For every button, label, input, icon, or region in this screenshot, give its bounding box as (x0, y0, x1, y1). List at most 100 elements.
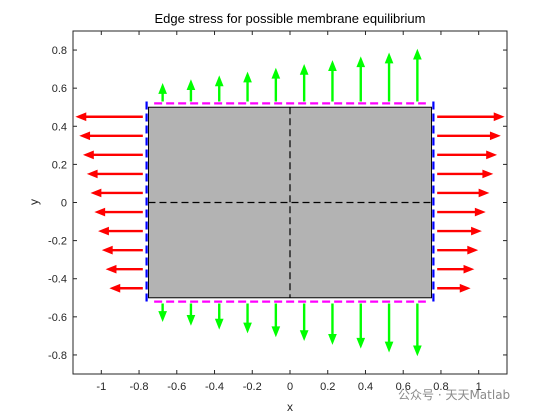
bottom-stress-arrow (158, 303, 167, 322)
top-stress-arrow (384, 52, 394, 102)
left-stress-arrow (90, 188, 143, 198)
left-stress-arrow-head (105, 264, 117, 274)
right-stress-arrow-head (467, 245, 479, 255)
top-stress-arrow-head (384, 52, 394, 64)
right-stress-arrow (437, 188, 490, 198)
chart-title: Edge stress for possible membrane equili… (155, 11, 426, 26)
plot-area (75, 48, 505, 357)
left-stress-arrow (109, 283, 143, 293)
right-stress-arrow-head (493, 112, 505, 122)
right-stress-arrow (437, 207, 486, 217)
left-stress-arrow (101, 245, 143, 255)
axes: -1 -0.8 -0.6 -0.4 -0.2 0 0.2 0.4 0.6 0.8 1 -0.8 -0.6… (48, 30, 508, 393)
right-stress-arrow (437, 283, 471, 293)
x-tick-label: 0.6 (396, 381, 411, 393)
bottom-stress-arrow (214, 303, 224, 330)
bottom-stress-arrow (356, 303, 366, 349)
bottom-stress-arrow-head (299, 330, 309, 342)
x-tick-label: -0.2 (243, 381, 262, 393)
right-stress-arrow-head (474, 207, 486, 217)
right-stress-arrow-head (478, 188, 490, 198)
bottom-stress-arrow (186, 303, 196, 326)
top-stress-arrow (271, 67, 281, 102)
top-stress-arrow-head (299, 63, 309, 75)
left-stress-arrow-head (86, 169, 98, 179)
left-stress-arrow-head (98, 226, 109, 236)
x-tick-label: 0 (287, 381, 293, 393)
left-stress-arrow-head (109, 283, 121, 293)
y-tick-label: 0.2 (52, 159, 67, 171)
top-stress-arrow-head (158, 83, 167, 94)
x-axis-label: x (287, 400, 293, 414)
left-stress-arrow (82, 150, 143, 160)
bottom-stress-arrow-head (328, 334, 337, 345)
x-tick-label: 1 (476, 381, 482, 393)
y-tick-label: -0.8 (48, 350, 67, 362)
top-stress-arrow-head (356, 56, 366, 68)
right-stress-arrow-head (489, 131, 501, 141)
y-tick-label: 0.8 (52, 45, 67, 57)
right-stress-arrow (437, 245, 479, 255)
left-stress-arrow (98, 226, 143, 236)
y-tick-label: -0.2 (48, 236, 67, 248)
y-tick-label: -0.6 (48, 312, 67, 324)
bottom-stress-arrow-head (186, 314, 196, 326)
right-stress-arrow (437, 264, 475, 274)
left-stress-arrow-head (101, 245, 113, 255)
y-tick-label: 0.6 (52, 83, 67, 95)
x-tick-label: 0.2 (320, 381, 335, 393)
left-stress-arrow-head (94, 207, 106, 217)
left-stress-arrow (94, 207, 143, 217)
left-stress-arrow-head (90, 188, 102, 198)
left-stress-arrow-head (75, 112, 87, 122)
x-tick-label: 0.8 (433, 381, 448, 393)
left-stress-arrow-head (79, 131, 91, 141)
right-stress-arrow (437, 226, 482, 236)
top-stress-arrow-head (413, 48, 422, 60)
bottom-stress-arrow-head (158, 311, 167, 322)
bottom-stress-arrow-head (356, 337, 366, 349)
y-tick-label: 0 (61, 198, 67, 210)
y-axis-label: y (27, 199, 41, 205)
x-tick-label: -0.8 (130, 381, 149, 393)
watermark: 公众号 · 天天Matlab (398, 388, 511, 402)
left-stress-arrow-head (82, 150, 94, 160)
x-tick-label: -1 (96, 381, 106, 393)
top-stress-arrow-head (214, 75, 224, 87)
left-stress-arrow (75, 112, 143, 122)
x-tick-label: 0.4 (358, 381, 373, 393)
bottom-stress-arrow-head (214, 318, 224, 330)
left-stress-arrow (86, 169, 143, 179)
top-stress-arrow (328, 60, 337, 102)
top-stress-arrow (356, 56, 366, 102)
bottom-stress-arrow-head (384, 341, 394, 353)
bottom-stress-arrow (384, 303, 394, 353)
top-stress-arrow (214, 75, 224, 102)
left-stress-arrow (79, 131, 143, 141)
right-stress-arrow-head (463, 264, 475, 274)
right-stress-arrow (437, 131, 501, 141)
bottom-stress-arrow (299, 303, 309, 342)
bottom-stress-arrow-head (413, 345, 422, 357)
x-tick-label: -0.4 (205, 381, 224, 393)
y-tick-label: -0.4 (48, 274, 67, 286)
bottom-stress-arrow (271, 303, 281, 338)
top-stress-arrow-head (243, 71, 252, 83)
top-stress-arrow-head (271, 67, 281, 79)
right-stress-arrow-head (482, 169, 494, 179)
right-stress-arrow-head (459, 283, 471, 293)
y-tick-label: 0.4 (52, 121, 67, 133)
bottom-stress-arrow-head (271, 326, 281, 338)
top-stress-arrow (243, 71, 252, 102)
right-stress-arrow-head (471, 226, 482, 236)
bottom-stress-arrow-head (243, 322, 252, 334)
top-stress-arrow (158, 83, 167, 102)
top-stress-arrow-head (186, 79, 196, 91)
bottom-stress-arrow (243, 303, 252, 334)
top-stress-arrow (186, 79, 196, 102)
right-stress-arrow (437, 112, 505, 122)
right-stress-arrow-head (486, 150, 498, 160)
x-tick-label: -0.6 (167, 381, 186, 393)
top-stress-arrow-head (328, 60, 337, 71)
